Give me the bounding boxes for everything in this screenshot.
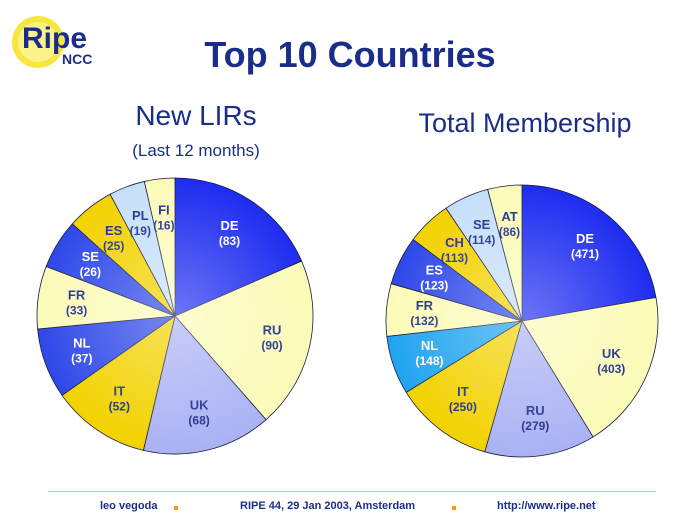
slice-value-fi: (16) <box>153 218 174 232</box>
logo-word: Ripe <box>22 22 87 55</box>
slice-value-nl: (148) <box>415 354 443 368</box>
slice-label-de: DE <box>220 218 238 233</box>
slice-value-fr: (33) <box>66 304 87 318</box>
slice-label-ru: RU <box>526 403 545 418</box>
footer-event: RIPE 44, 29 Jan 2003, Amsterdam <box>240 500 416 512</box>
slice-label-nl: NL <box>73 335 90 350</box>
slice-label-se: SE <box>82 249 100 264</box>
slice-value-se: (26) <box>80 265 101 279</box>
slice-value-nl: (37) <box>71 351 92 365</box>
slice-value-uk: (403) <box>597 362 625 376</box>
slice-value-at: (86) <box>499 225 520 239</box>
slice-label-ch: CH <box>445 235 464 250</box>
slice-value-de: (471) <box>571 247 599 261</box>
slice-value-pl: (19) <box>130 224 151 238</box>
slice-value-it: (52) <box>109 399 130 413</box>
footer-author: leo vegoda <box>100 500 158 512</box>
footer-dot-1 <box>174 506 178 510</box>
slice-value-es: (123) <box>420 279 448 293</box>
page-title: Top 10 Countries <box>204 34 496 75</box>
slice-value-fr: (132) <box>410 314 438 328</box>
chart-title-left: New LIRs <box>135 100 257 131</box>
slice-label-fr: FR <box>68 288 86 303</box>
slice-label-de: DE <box>576 231 594 246</box>
footer-divider <box>48 491 656 492</box>
slice-label-ru: RU <box>263 323 282 338</box>
slice-value-ch: (113) <box>441 251 468 265</box>
slice-label-uk: UK <box>602 346 621 361</box>
slice-label-pl: PL <box>132 208 149 223</box>
slice-value-es: (25) <box>103 239 124 253</box>
slice-label-nl: NL <box>421 338 438 353</box>
slice-label-it: IT <box>114 383 126 398</box>
footer-dot-2 <box>452 506 456 510</box>
logo-sub: NCC <box>62 51 92 67</box>
slice-label-fi: FI <box>158 202 170 217</box>
slice-value-uk: (68) <box>188 413 209 427</box>
ripe-ncc-logo: Ripe NCC <box>12 16 92 68</box>
slice-label-at: AT <box>501 209 517 224</box>
slice-label-fr: FR <box>416 298 434 313</box>
slice-label-se: SE <box>473 217 491 232</box>
chart-subtitle-left: (Last 12 months) <box>132 141 260 160</box>
chart-title-right: Total Membership <box>418 108 632 138</box>
slice-value-de: (83) <box>219 234 240 248</box>
slice-value-ru: (279) <box>521 419 549 433</box>
slice-label-it: IT <box>457 384 469 399</box>
slice-value-ru: (90) <box>261 339 282 353</box>
slice-label-uk: UK <box>190 397 209 412</box>
footer-url: http://www.ripe.net <box>497 500 596 512</box>
pie-new-lirs: DE(83) RU(90) UK(68) IT(52) NL(37) FR(33) SE(2… <box>36 177 314 455</box>
slice-value-it: (250) <box>449 400 477 414</box>
slice-value-se: (114) <box>468 233 495 247</box>
slice-label-es: ES <box>105 223 123 238</box>
pie-total-membership: DE(471) UK(403) RU(279) IT(250) NL(148) FR(13… <box>385 184 659 458</box>
